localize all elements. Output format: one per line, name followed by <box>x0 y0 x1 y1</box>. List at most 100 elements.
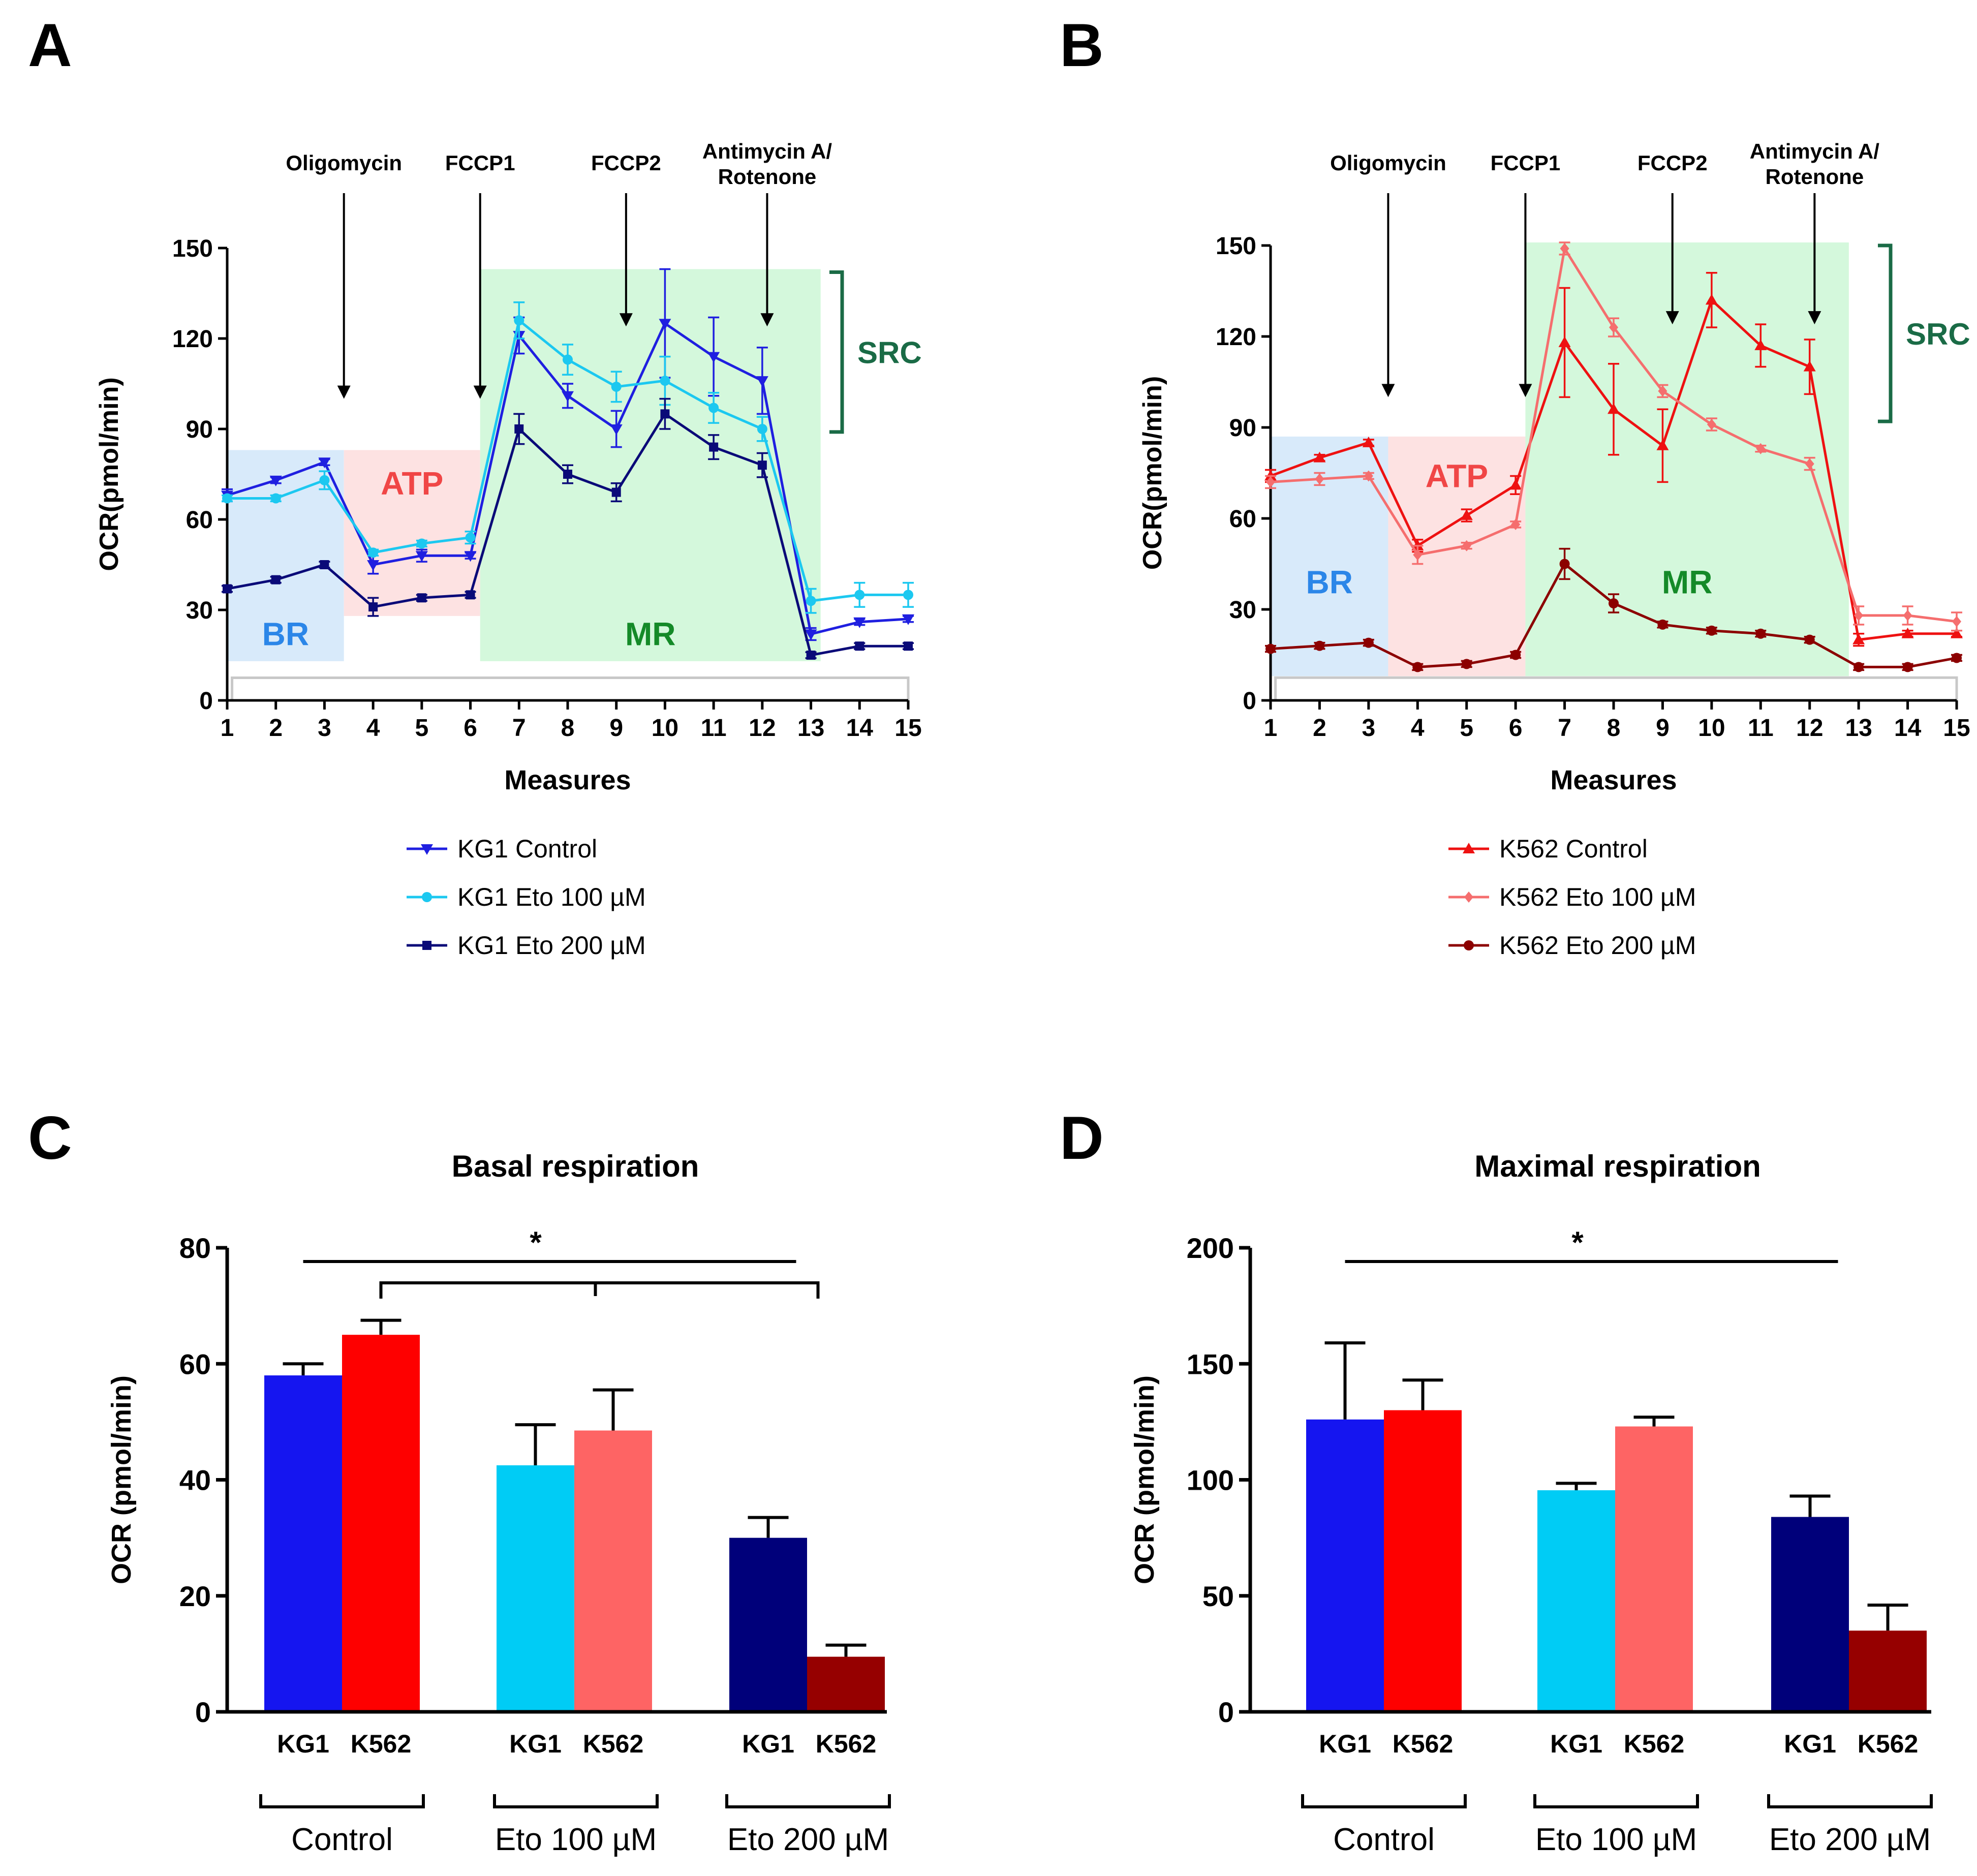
data-point <box>1902 662 1913 672</box>
injection-arrow-head <box>473 385 487 399</box>
y-tick-label: 0 <box>199 688 213 715</box>
bar-kg1: KG1 <box>497 1423 574 1758</box>
group-bracket <box>1767 1794 1933 1808</box>
baseline-strip <box>231 676 910 702</box>
panel-c: C Basal respiration KG1 K562 KG1 K562 KG1 K562 0… <box>28 1104 891 1857</box>
bar-category-label: K562 <box>1624 1730 1685 1758</box>
legend-entry: KG1 Eto 100 µM <box>407 883 646 911</box>
y-tick-label: 120 <box>1216 324 1256 351</box>
legend-entry: KG1 Eto 200 µM <box>407 931 646 960</box>
data-point <box>1558 336 1571 347</box>
series-0 <box>221 268 914 641</box>
data-point <box>1511 518 1521 530</box>
data-point <box>709 442 719 452</box>
bar-k562: K562 <box>1384 1378 1462 1758</box>
group-bracket <box>1533 1794 1699 1808</box>
x-tick-label: 14 <box>846 715 874 742</box>
y-tick-label: 50 <box>1202 1580 1234 1612</box>
legend-label: KG1 Control <box>457 835 597 863</box>
bar-rect <box>729 1537 807 1712</box>
data-point <box>903 590 913 600</box>
data-point <box>1756 443 1766 454</box>
region-atp-label: ATP <box>1426 457 1488 494</box>
x-tick-label: 3 <box>318 715 331 742</box>
bar-kg1: KG1 <box>1306 1341 1384 1758</box>
bar-kg1: KG1 <box>729 1516 807 1758</box>
data-point <box>1461 659 1472 669</box>
data-point <box>1656 439 1669 450</box>
group-label: Eto 100 µM <box>1535 1822 1697 1857</box>
data-point <box>1903 609 1912 621</box>
bar-category-label: KG1 <box>1784 1730 1836 1758</box>
region-atp: ATP <box>344 450 480 616</box>
injection-label: FCCP2 <box>1638 151 1708 175</box>
chart-title: Maximal respiration <box>1474 1149 1761 1183</box>
data-point <box>464 551 477 562</box>
significance-bracket <box>379 1281 820 1299</box>
y-axis-label: OCR (pmol/min) <box>1129 1375 1160 1584</box>
region-mr-label: MR <box>625 616 676 652</box>
bar-rect <box>574 1430 652 1712</box>
bar-kg1: KG1 <box>264 1362 342 1758</box>
injection-arrow-head <box>1665 311 1679 325</box>
y-tick-label: 0 <box>1243 688 1256 715</box>
data-point <box>1854 609 1864 621</box>
legend-marker <box>422 941 431 950</box>
injection-arrow-head <box>1381 384 1395 397</box>
legend-label: KG1 Eto 200 µM <box>457 931 646 960</box>
legend-entry: K562 Control <box>1448 835 1648 863</box>
data-point <box>367 560 380 571</box>
y-axis-label: OCR(pmol/min) <box>1138 376 1167 570</box>
x-tick-label: 6 <box>1509 715 1523 742</box>
injection-label: Antimycin A/ <box>702 139 832 163</box>
data-point <box>1266 476 1275 488</box>
data-point <box>806 596 816 606</box>
data-point <box>223 584 232 594</box>
injection-label: Oligomycin <box>1330 151 1446 175</box>
y-axis-label: OCR(pmol/min) <box>95 377 124 571</box>
bar-k562: K562 <box>574 1388 652 1758</box>
bar-category-label: KG1 <box>742 1730 794 1758</box>
x-tick-label: 12 <box>1796 715 1823 742</box>
bar-rect <box>264 1375 342 1712</box>
data-point <box>611 381 622 392</box>
panel-letter: B <box>1060 11 1104 79</box>
region-mr-label: MR <box>1662 564 1713 600</box>
src-bracket: SRC <box>1878 243 1970 423</box>
y-tick-label: 60 <box>186 507 213 534</box>
y-tick-label: 100 <box>1187 1464 1234 1496</box>
data-point <box>1608 403 1620 414</box>
data-point <box>1952 653 1962 663</box>
y-tick-label: 30 <box>1229 597 1256 624</box>
legend-entry: K562 Eto 100 µM <box>1448 883 1696 911</box>
legend-marker <box>421 844 433 855</box>
data-point <box>1901 627 1914 638</box>
group-bracket <box>259 1794 425 1808</box>
data-point <box>466 590 475 600</box>
bar-k562: K562 <box>1615 1416 1693 1758</box>
bar-rect <box>497 1465 574 1712</box>
bar-rect <box>1771 1517 1849 1712</box>
src-bracket-line <box>1878 243 1893 423</box>
bar-category-label: K562 <box>816 1730 877 1758</box>
injection-label: FCCP2 <box>591 151 661 175</box>
data-point <box>1804 634 1815 645</box>
data-point <box>1854 662 1864 672</box>
data-point <box>1657 619 1668 630</box>
bar-category-label: K562 <box>351 1730 412 1758</box>
data-point <box>1951 627 1963 638</box>
significance: * <box>1345 1225 1838 1263</box>
region-mr-box <box>1525 242 1849 676</box>
legend-entry: K562 Eto 200 µM <box>1448 931 1696 960</box>
legend-marker <box>1464 940 1474 950</box>
data-point <box>707 352 720 363</box>
bar-category-label: KG1 <box>509 1730 562 1758</box>
data-point <box>1658 385 1667 397</box>
injection-label: Antimycin A/ <box>1750 139 1879 163</box>
data-point <box>1313 451 1326 463</box>
region-atp-box <box>1388 436 1526 676</box>
injection-0: Oligomycin <box>1330 151 1446 397</box>
x-tick-label: 15 <box>894 715 921 742</box>
y-tick-label: 30 <box>186 597 213 624</box>
data-point <box>1412 662 1423 672</box>
